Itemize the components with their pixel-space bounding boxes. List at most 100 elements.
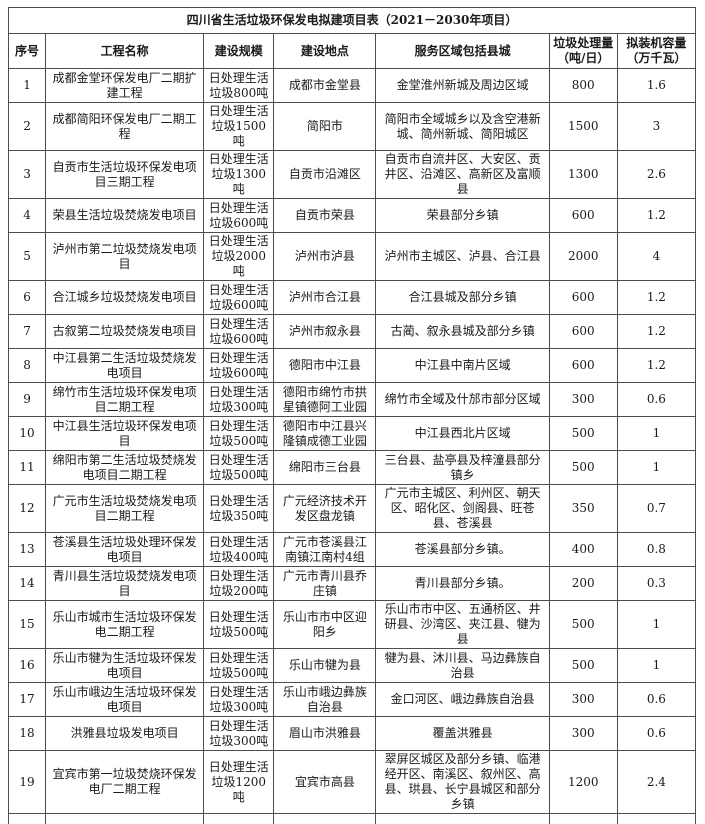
cell-service: 翠屏区城区及部分乡镇、临港经开区、南溪区、叙州区、高县、珙县、长宁县城区和部分乡…: [376, 751, 549, 814]
cell-no: 8: [9, 349, 46, 383]
cell-capacity: 1300: [549, 151, 617, 199]
cell-service: 古蔺、叙永县城及部分乡镇: [376, 315, 549, 349]
cell-location: 乐山市市中区迎阳乡: [274, 601, 376, 649]
header-row: 序号工程名称建设规模建设地点服务区域包括县城垃圾处理量（吨/日）拟装机容量（万千…: [9, 34, 696, 69]
cell-scale: 日处理生活垃圾1300吨: [204, 151, 274, 199]
cell-scale: 日处理生活垃圾400吨: [204, 533, 274, 567]
cell-no: 5: [9, 233, 46, 281]
cell-name: 乐山市峨边生活垃圾环保发电项目: [46, 683, 204, 717]
cell-capacity: 500: [549, 417, 617, 451]
cell-location: 广元市青川县乔庄镇: [274, 567, 376, 601]
cell-scale: 日处理生活垃圾300吨: [204, 717, 274, 751]
cell-service: 泸州市主城区、泸县、合江县: [376, 233, 549, 281]
cell-scale: 日处理生活垃圾500吨: [204, 601, 274, 649]
cell-location: 自贡市荣县: [274, 199, 376, 233]
cell-service: 合江县城及部分乡镇: [376, 281, 549, 315]
cell-name: 宜宾市第一垃圾焚烧环保发电厂二期工程: [46, 751, 204, 814]
cell-name-empty: [46, 814, 204, 824]
cell-scale: 日处理生活垃圾800吨: [204, 69, 274, 103]
cell-capacity: 600: [549, 349, 617, 383]
cell-capacity: 350: [549, 485, 617, 533]
cell-no: 14: [9, 567, 46, 601]
cell-scale: 日处理生活垃圾600吨: [204, 199, 274, 233]
cell-no: 6: [9, 281, 46, 315]
cell-name: 绵阳市第二生活垃圾焚烧发电项目二期工程: [46, 451, 204, 485]
column-header-no: 序号: [9, 34, 46, 69]
cell-location: 自贡市沿滩区: [274, 151, 376, 199]
column-header-service: 服务区域包括县城: [376, 34, 549, 69]
cell-power: 0.6: [617, 717, 695, 751]
cell-no: 17: [9, 683, 46, 717]
cell-power: 0.6: [617, 383, 695, 417]
cell-power-empty: [617, 814, 695, 824]
cell-name: 洪雅县垃圾发电项目: [46, 717, 204, 751]
cell-service: 青川县部分乡镇。: [376, 567, 549, 601]
cell-power: 4: [617, 233, 695, 281]
cell-service: 三台县、盐亭县及梓潼县部分镇乡: [376, 451, 549, 485]
cell-power: 1.2: [617, 349, 695, 383]
cell-name: 自贡市生活垃圾环保发电项目三期工程: [46, 151, 204, 199]
cell-location: 乐山市峨边彝族自治县: [274, 683, 376, 717]
cell-location: 德阳市绵竹市拱星镇德阿工业园: [274, 383, 376, 417]
cell-capacity: 300: [549, 383, 617, 417]
cell-no: 7: [9, 315, 46, 349]
cell-location: 广元经济技术开发区盘龙镇: [274, 485, 376, 533]
cell-scale: 日处理生活垃圾500吨: [204, 649, 274, 683]
cell-power: 1.2: [617, 199, 695, 233]
cell-name: 苍溪县生活垃圾处理环保发电项目: [46, 533, 204, 567]
cell-scale: 日处理生活垃圾1500吨: [204, 103, 274, 151]
cell-location: 简阳市: [274, 103, 376, 151]
cell-capacity: 300: [549, 683, 617, 717]
cell-no: 9: [9, 383, 46, 417]
cell-scale: 日处理生活垃圾300吨: [204, 683, 274, 717]
cell-power: 0.7: [617, 485, 695, 533]
cell-scale: 日处理生活垃圾2000吨: [204, 233, 274, 281]
cell-capacity: 500: [549, 451, 617, 485]
cell-power: 1: [617, 451, 695, 485]
cell-service: 荣县部分乡镇: [376, 199, 549, 233]
cell-service: 中江县中南片区域: [376, 349, 549, 383]
cell-power: 1: [617, 417, 695, 451]
cell-no: 10: [9, 417, 46, 451]
table-title: 四川省生活垃圾环保发电拟建项目表（2021－2030年项目）: [9, 8, 696, 34]
cell-location: 德阳市中江县兴隆镇成德工业园: [274, 417, 376, 451]
cell-capacity: 1500: [549, 103, 617, 151]
cell-no: 15: [9, 601, 46, 649]
cell-service: 自贡市自流井区、大安区、贡井区、沿滩区、高新区及富顺县: [376, 151, 549, 199]
cell-power: 0.6: [617, 683, 695, 717]
cell-name: 中江县第二生活垃圾焚烧发电项目: [46, 349, 204, 383]
partial-cropped-row: [9, 814, 696, 824]
cell-scale: 日处理生活垃圾300吨: [204, 383, 274, 417]
cell-scale: 日处理生活垃圾1200吨: [204, 751, 274, 814]
cell-capacity: 1200: [549, 751, 617, 814]
cell-scale: 日处理生活垃圾350吨: [204, 485, 274, 533]
cell-capacity: 500: [549, 649, 617, 683]
cell-power: 1: [617, 601, 695, 649]
cell-power: 1.2: [617, 315, 695, 349]
cell-no: 16: [9, 649, 46, 683]
cell-location: 绵阳市三台县: [274, 451, 376, 485]
cell-location: 泸州市泸县: [274, 233, 376, 281]
cell-capacity: 300: [549, 717, 617, 751]
cell-name: 成都金堂环保发电厂二期扩建工程: [46, 69, 204, 103]
cell-service: 金口河区、峨边彝族自治县: [376, 683, 549, 717]
cell-power: 0.3: [617, 567, 695, 601]
cell-no: 11: [9, 451, 46, 485]
cell-name: 泸州市第二垃圾焚烧发电项目: [46, 233, 204, 281]
cell-location: 泸州市叙永县: [274, 315, 376, 349]
cell-scale: 日处理生活垃圾200吨: [204, 567, 274, 601]
cell-no: 4: [9, 199, 46, 233]
projects-table: 四川省生活垃圾环保发电拟建项目表（2021－2030年项目） 序号工程名称建设规…: [8, 7, 696, 824]
cell-name: 青川县生活垃圾焚烧发电项目: [46, 567, 204, 601]
